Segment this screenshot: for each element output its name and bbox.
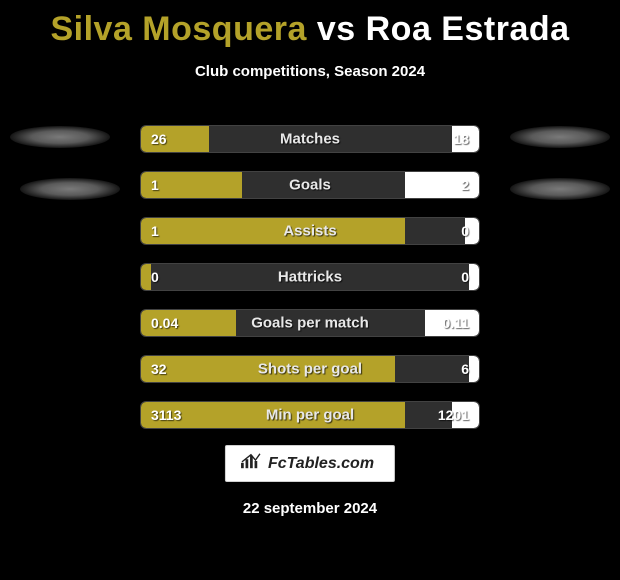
stat-row: 0.040.11Goals per match	[140, 309, 480, 337]
player1-name: Silva Mosquera	[50, 10, 306, 48]
bar-right	[469, 356, 479, 382]
bar-right	[469, 264, 479, 290]
bar-left	[141, 218, 405, 244]
vs-text: vs	[317, 10, 356, 48]
stat-value-right: 0.11	[443, 315, 469, 331]
stat-value-left: 0	[151, 269, 159, 285]
stat-row: 31131201Min per goal	[140, 401, 480, 429]
player2-avatar-shadow-2	[510, 178, 610, 200]
stat-row: 326Shots per goal	[140, 355, 480, 383]
stats-container: 2618Matches12Goals10Assists00Hattricks0.…	[140, 125, 480, 447]
stat-value-right: 0	[461, 269, 469, 285]
stat-value-left: 0.04	[151, 315, 178, 331]
site-logo-box: FcTables.com	[225, 445, 395, 482]
site-logo-text: FcTables.com	[268, 455, 374, 473]
player2-name: Roa Estrada	[366, 10, 570, 48]
stat-value-left: 1	[151, 223, 159, 239]
bar-left	[141, 264, 151, 290]
stat-value-right: 2	[461, 177, 469, 193]
stat-row: 0 0Hattricks	[140, 263, 480, 291]
stat-value-left: 3113	[151, 407, 181, 423]
player2-avatar-shadow-1	[510, 126, 610, 148]
date-text: 22 september 2024	[0, 500, 620, 517]
stat-row: 2618Matches	[140, 125, 480, 153]
stat-label: Hattricks	[141, 269, 479, 286]
player1-avatar-shadow-1	[10, 126, 110, 148]
stat-row: 10Assists	[140, 217, 480, 245]
stat-value-right: 18	[453, 131, 469, 147]
chart-icon	[240, 452, 262, 475]
stat-row: 12Goals	[140, 171, 480, 199]
stat-value-left: 26	[151, 131, 167, 147]
stat-value-right: 1201	[438, 407, 469, 423]
subtitle: Club competitions, Season 2024	[0, 63, 620, 80]
bar-left	[141, 356, 395, 382]
stat-value-right: 0	[461, 223, 469, 239]
comparison-title: Silva Mosquera vs Roa Estrada	[0, 0, 620, 49]
player1-avatar-shadow-2	[20, 178, 120, 200]
stat-value-left: 32	[151, 361, 167, 377]
stat-value-left: 1	[151, 177, 159, 193]
stat-value-right: 6	[461, 361, 469, 377]
